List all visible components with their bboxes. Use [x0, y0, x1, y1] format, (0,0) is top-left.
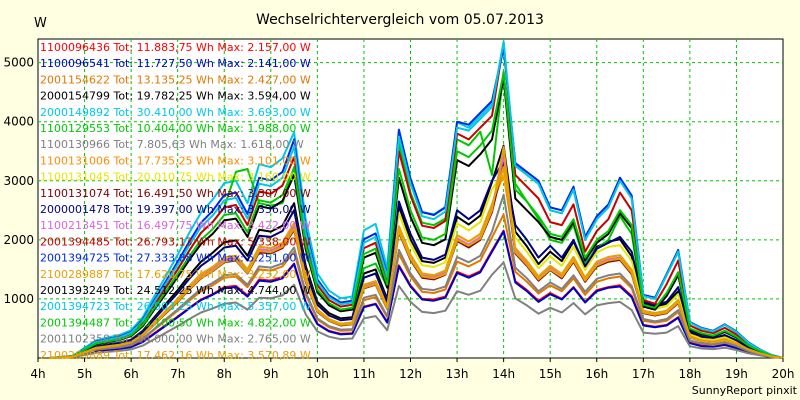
- x-tick-label: 4h: [30, 367, 45, 381]
- series-line-15: [49, 166, 784, 359]
- series-line-4: [49, 144, 784, 359]
- series-line-2: [49, 230, 784, 359]
- legend-entry-16: 2001393249 Tot: 24.512,25 Wh Max: 4.744,…: [40, 284, 311, 297]
- legend-entry-17: 2001394723 Tot: 26.903,25 Wh Max: 5.357,…: [40, 300, 311, 313]
- legend-entry-11: 2000001478 Tot: 19.397,00 Wh Max: 3.336,…: [40, 203, 311, 216]
- x-tick-label: 8h: [217, 367, 232, 381]
- x-axis-ticks: 4h 5h 6h 7h 8h 9h 10h 11h 12h 13h 14h 15h 16h 17h 18h 1…: [30, 358, 794, 381]
- series-line-17: [49, 40, 784, 359]
- y-axis-label: W: [34, 16, 47, 31]
- legend-entry-19: 2001102358 Tot: 14.000,00 Wh Max: 2.765,…: [40, 333, 311, 346]
- series-line-7: [49, 261, 784, 359]
- y-tick-label: 2000: [3, 233, 34, 247]
- series-line-11: [49, 159, 784, 359]
- series-line-20: [49, 146, 784, 359]
- legend-entry-10: 1100131074 Tot: 16.491,50 Wh Max: 3.307,…: [40, 187, 311, 200]
- legend-entry-9: 1100131045 Tot: 20.010,75 Wh Max: 3.160,…: [40, 171, 311, 184]
- legend-entry-1: 1100096436 Tot: 11.883,75 Wh Max: 2.157,…: [40, 41, 311, 54]
- legend-entry-18: 2001394487 Tot: 25.100,50 Wh Max: 4.822,…: [40, 316, 311, 329]
- x-tick-label: 13h: [446, 367, 469, 381]
- legend-entry-7: 1100130966 Tot: 7.805,63 Wh Max: 1.618,0…: [40, 138, 304, 151]
- x-tick-label: 6h: [124, 367, 139, 381]
- x-tick-label: 11h: [353, 367, 376, 381]
- x-tick-label: 20h: [772, 367, 795, 381]
- x-tick-label: 7h: [170, 367, 185, 381]
- legend-entry-14: 2001394725 Tot: 27.333,88 Wh Max: 5.251,…: [40, 252, 311, 265]
- legend-entry-13: 2001394485 Tot: 26.793,13 Wh Max: 5.338,…: [40, 235, 311, 248]
- legend: 1100096436 Tot: 11.883,75 Wh Max: 2.157,…: [40, 41, 311, 362]
- legend-entry-4: 2000154799 Tot: 19.782,25 Wh Max: 3.594,…: [40, 90, 311, 103]
- x-tick-label: 18h: [678, 367, 701, 381]
- y-tick-label: 1000: [3, 292, 34, 306]
- series-line-16: [49, 76, 784, 359]
- x-tick-label: 10h: [306, 367, 329, 381]
- y-tick-label: 5000: [3, 56, 34, 70]
- y-axis-ticks: 1000 2000 3000 4000 5000: [3, 56, 34, 306]
- y-tick-label: 3000: [3, 174, 34, 188]
- x-tick-label: 15h: [539, 367, 562, 381]
- footer-credit: SunnyReport pinxit: [692, 384, 798, 397]
- legend-entry-20: 2100289889 Tot: 17.462,16 Wh Max: 3.570,…: [40, 349, 311, 362]
- x-tick-label: 14h: [492, 367, 515, 381]
- chart-title: Wechselrichtervergleich vom 05.07.2013: [256, 12, 544, 28]
- legend-entry-12: 1100213451 Tot: 16.497,75 Wh Max: 3.422,…: [40, 219, 311, 232]
- legend-entry-6: 1100129553 Tot: 10.404,00 Wh Max: 1.988,…: [40, 122, 311, 135]
- series-line-3: [49, 213, 784, 359]
- y-tick-label: 4000: [3, 115, 34, 129]
- series-line-18: [49, 72, 784, 359]
- x-tick-label: 9h: [263, 367, 278, 381]
- x-tick-label: 5h: [77, 367, 92, 381]
- legend-entry-2: 1100096541 Tot: 11.727,50 Wh Max: 2.141,…: [40, 57, 311, 70]
- legend-entry-15: 2100289887 Tot: 17.620,75 Wh Max: 3.232,…: [40, 268, 311, 281]
- legend-entry-8: 1100131006 Tot: 17.735,25 Wh Max: 3.101,…: [40, 154, 311, 167]
- legend-entry-3: 2001154622 Tot: 13.135,25 Wh Max: 2.427,…: [40, 73, 311, 86]
- series-line-19: [49, 193, 784, 359]
- x-tick-label: 12h: [399, 367, 422, 381]
- legend-entry-5: 2000149892 Tot: 30.410,00 Wh Max: 3.693,…: [40, 106, 311, 119]
- x-tick-label: 17h: [632, 367, 655, 381]
- series-line-13: [49, 41, 784, 359]
- series-lines: [49, 40, 784, 359]
- x-tick-label: 16h: [585, 367, 608, 381]
- x-tick-label: 19h: [725, 367, 748, 381]
